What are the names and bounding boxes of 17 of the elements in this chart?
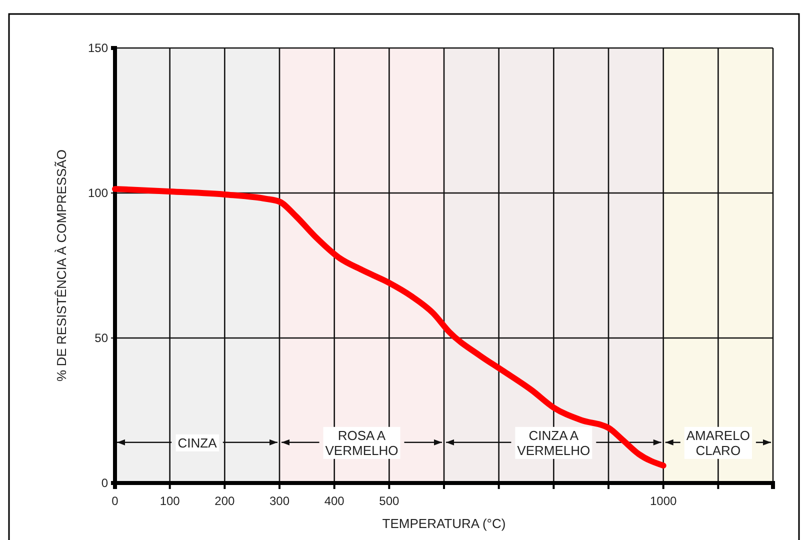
x-tick-label: 1000 [650,494,678,508]
y-tick-label: 150 [88,40,108,55]
y-tick-label: 50 [94,330,108,345]
y-axis-title: % DE RESISTÊNCIA À COMPRESSÃO [54,150,69,382]
y-tick-label: 100 [88,186,108,200]
x-axis-title: TEMPERATURA (°C) [382,516,506,531]
x-tick-label: 200 [214,494,235,508]
band-label: ROSA A VERMELHO [325,428,398,458]
band-label: CINZA A VERMELHO [517,428,590,458]
band-label: AMARELO CLARO [686,428,750,458]
x-tick-label: 400 [324,494,345,508]
y-tick-label: 0 [101,476,108,490]
x-tick-label: 300 [269,494,290,508]
x-tick-label: 500 [379,494,400,508]
x-tick-label: 0 [112,494,119,508]
band-label: CINZA [178,435,218,450]
x-tick-label: 100 [160,494,180,508]
